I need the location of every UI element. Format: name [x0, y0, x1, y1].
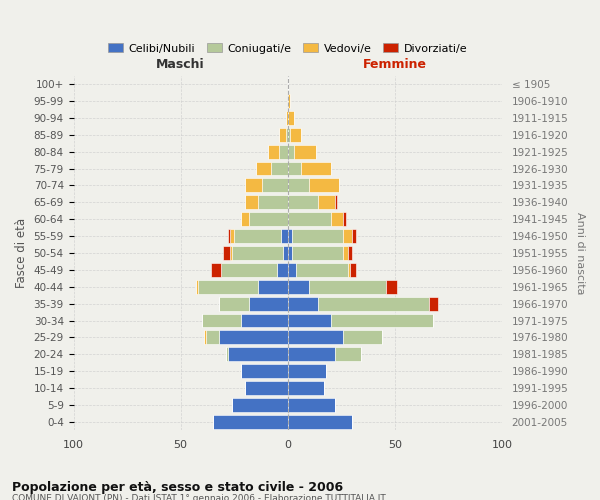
- Bar: [309, 178, 339, 192]
- Bar: [198, 280, 258, 293]
- Bar: [347, 246, 352, 260]
- Bar: [228, 348, 287, 361]
- Bar: [245, 381, 287, 395]
- Bar: [230, 246, 232, 260]
- Bar: [223, 246, 230, 260]
- Bar: [196, 280, 198, 293]
- Bar: [287, 111, 294, 125]
- Bar: [232, 246, 283, 260]
- Bar: [287, 178, 309, 192]
- Bar: [343, 212, 346, 226]
- Bar: [292, 229, 343, 243]
- Bar: [309, 280, 386, 293]
- Bar: [228, 229, 230, 243]
- Bar: [287, 398, 335, 412]
- Bar: [429, 296, 437, 310]
- Bar: [245, 196, 258, 209]
- Bar: [292, 246, 343, 260]
- Bar: [343, 246, 347, 260]
- Bar: [287, 196, 317, 209]
- Text: Femmine: Femmine: [363, 58, 427, 70]
- Bar: [350, 263, 356, 277]
- Bar: [335, 196, 337, 209]
- Bar: [232, 398, 287, 412]
- Bar: [287, 381, 324, 395]
- Bar: [286, 111, 287, 125]
- Bar: [219, 296, 249, 310]
- Bar: [256, 162, 271, 175]
- Bar: [287, 212, 331, 226]
- Bar: [287, 348, 335, 361]
- Bar: [258, 280, 287, 293]
- Bar: [287, 94, 290, 108]
- Bar: [287, 280, 309, 293]
- Bar: [283, 246, 287, 260]
- Bar: [317, 196, 335, 209]
- Bar: [386, 280, 397, 293]
- Text: Popolazione per età, sesso e stato civile - 2006: Popolazione per età, sesso e stato civil…: [12, 481, 343, 494]
- Bar: [331, 314, 433, 328]
- Bar: [317, 296, 429, 310]
- Bar: [262, 178, 287, 192]
- Bar: [211, 263, 221, 277]
- Bar: [258, 196, 287, 209]
- Text: COMUNE DI VAJONT (PN) - Dati ISTAT 1° gennaio 2006 - Elaborazione TUTTITALIA.IT: COMUNE DI VAJONT (PN) - Dati ISTAT 1° ge…: [12, 494, 386, 500]
- Bar: [352, 229, 356, 243]
- Bar: [287, 296, 317, 310]
- Bar: [234, 229, 281, 243]
- Bar: [296, 263, 347, 277]
- Bar: [287, 229, 292, 243]
- Bar: [249, 212, 287, 226]
- Bar: [241, 314, 287, 328]
- Bar: [268, 144, 279, 158]
- Bar: [287, 246, 292, 260]
- Bar: [206, 330, 219, 344]
- Bar: [249, 296, 287, 310]
- Bar: [287, 415, 352, 429]
- Bar: [204, 330, 206, 344]
- Bar: [335, 348, 361, 361]
- Bar: [287, 128, 290, 141]
- Bar: [281, 229, 287, 243]
- Bar: [230, 229, 234, 243]
- Y-axis label: Anni di nascita: Anni di nascita: [575, 212, 585, 294]
- Bar: [290, 128, 301, 141]
- Bar: [287, 263, 296, 277]
- Bar: [213, 415, 287, 429]
- Bar: [287, 330, 343, 344]
- Bar: [286, 128, 287, 141]
- Bar: [294, 144, 316, 158]
- Bar: [343, 229, 352, 243]
- Bar: [279, 128, 286, 141]
- Bar: [277, 263, 287, 277]
- Bar: [287, 314, 331, 328]
- Bar: [219, 330, 287, 344]
- Bar: [287, 144, 294, 158]
- Bar: [226, 348, 228, 361]
- Bar: [245, 178, 262, 192]
- Bar: [347, 263, 350, 277]
- Bar: [287, 364, 326, 378]
- Bar: [331, 212, 343, 226]
- Bar: [241, 212, 249, 226]
- Y-axis label: Fasce di età: Fasce di età: [15, 218, 28, 288]
- Bar: [271, 162, 287, 175]
- Bar: [287, 162, 301, 175]
- Bar: [279, 144, 287, 158]
- Bar: [202, 314, 241, 328]
- Text: Maschi: Maschi: [156, 58, 205, 70]
- Bar: [241, 364, 287, 378]
- Legend: Celibi/Nubili, Coniugati/e, Vedovi/e, Divorziati/e: Celibi/Nubili, Coniugati/e, Vedovi/e, Di…: [103, 38, 472, 58]
- Bar: [301, 162, 331, 175]
- Bar: [343, 330, 382, 344]
- Bar: [221, 263, 277, 277]
